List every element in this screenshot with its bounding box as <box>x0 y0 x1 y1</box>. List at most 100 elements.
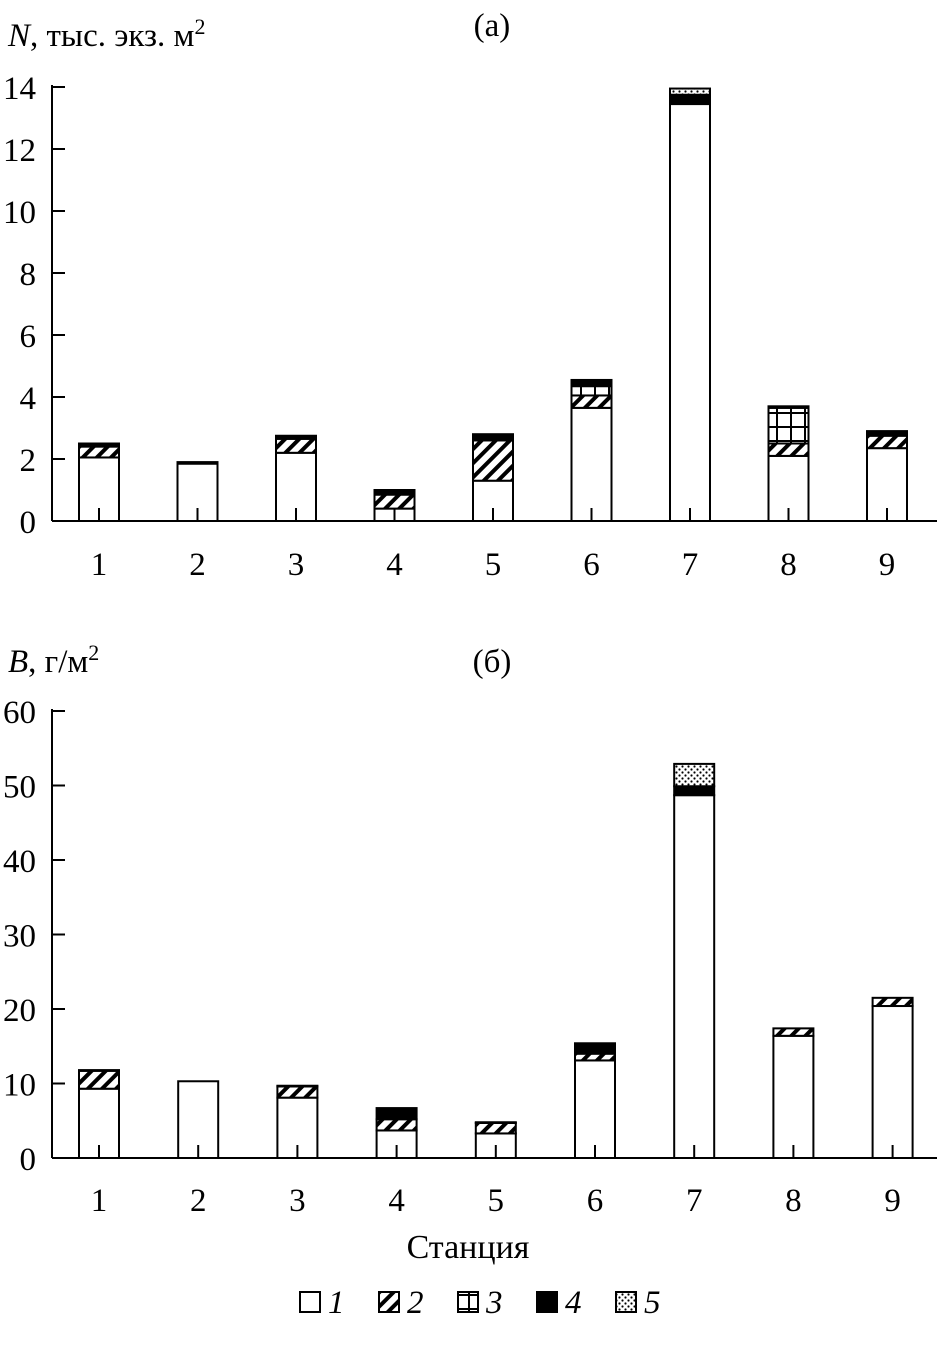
x-tick-label: 6 <box>587 1183 604 1219</box>
bar-segment-series-4 <box>866 430 908 437</box>
x-tick-label: 6 <box>583 547 600 583</box>
x-tick-label: 2 <box>190 1183 207 1219</box>
legend-swatch-1 <box>299 1291 321 1313</box>
bar-segment-series-2 <box>373 493 416 510</box>
x-tick-label: 5 <box>488 1183 505 1219</box>
y-axis-unit-sup-b: 2 <box>88 640 99 665</box>
y-ticks-a: 0 2 4 6 8 10 12 14 <box>3 71 65 541</box>
legend-swatch-5 <box>615 1291 637 1313</box>
bar-segment-series-1 <box>669 103 711 523</box>
x-tick-label: 7 <box>686 1183 703 1219</box>
bar-segment-series-4 <box>570 378 613 388</box>
panel-label-b: (б) <box>473 644 512 680</box>
y-ticks-b: 0 10 20 30 40 50 60 <box>3 695 65 1178</box>
bar-segment-series-4 <box>375 1107 418 1121</box>
bar-segment-series-2 <box>78 445 120 459</box>
y-axis-label-b: B, г/м2 <box>8 640 99 680</box>
y-tick-label: 12 <box>3 133 36 169</box>
x-tick-label: 7 <box>682 547 699 583</box>
bar-segment-series-2 <box>574 1052 616 1062</box>
bar-segment-series-4 <box>275 434 317 440</box>
bar-segment-series-1 <box>772 1034 815 1159</box>
x-ticks-b: 1 2 3 4 5 6 7 8 9 <box>91 1145 901 1219</box>
y-tick-label: 40 <box>3 844 36 880</box>
legend-swatch-3 <box>457 1291 479 1313</box>
x-tick-label: 8 <box>780 547 797 583</box>
bar-segment-series-2 <box>772 1027 815 1037</box>
x-tick-label: 9 <box>884 1183 901 1219</box>
bar-segment-series-2 <box>375 1118 418 1132</box>
bar-segment-series-2 <box>767 442 810 457</box>
bar-segment-series-4 <box>276 1084 319 1088</box>
bar-segment-series-2 <box>78 1069 120 1090</box>
legend: 1 2 3 4 5 <box>299 1285 661 1321</box>
legend-label-4: 4 <box>565 1285 582 1321</box>
y-axis-label-a: N, тыс. экз. м2 <box>7 14 205 54</box>
legend-label-1: 1 <box>328 1285 345 1321</box>
legend-label-5: 5 <box>644 1285 661 1321</box>
bar-segment-series-1 <box>574 1059 616 1160</box>
bar-segment-series-4 <box>176 461 219 465</box>
bars-a <box>78 87 908 523</box>
y-tick-label: 0 <box>20 1142 37 1178</box>
bars-b <box>78 762 914 1160</box>
bar-segment-series-4 <box>669 93 711 106</box>
bar-segment-series-5 <box>673 762 716 788</box>
y-axis-unit-a: , тыс. экз. м <box>30 18 195 54</box>
y-tick-label: 20 <box>3 993 36 1029</box>
bar-segment-series-2 <box>276 1085 319 1099</box>
x-tick-label: 2 <box>189 547 206 583</box>
legend-swatch-4 <box>536 1291 558 1313</box>
bar-segment-series-1 <box>871 1005 914 1160</box>
y-axis-symbol-b: B <box>8 644 28 680</box>
y-tick-label: 6 <box>20 319 37 355</box>
y-tick-label: 10 <box>3 1068 36 1104</box>
bar-segment-series-4 <box>373 489 416 496</box>
bar-segment-series-2 <box>474 1121 517 1135</box>
y-axis-unit-sup-a: 2 <box>194 14 205 39</box>
x-axis-title: Станция <box>407 1229 530 1266</box>
bar-segment-series-1 <box>570 406 613 523</box>
legend-label-3: 3 <box>485 1285 503 1321</box>
legend-swatch-2 <box>378 1291 400 1313</box>
y-tick-label: 60 <box>3 695 36 731</box>
panel-label-a: (a) <box>474 8 511 44</box>
y-tick-label: 50 <box>3 770 36 806</box>
y-tick-label: 14 <box>3 71 36 107</box>
y-tick-label: 30 <box>3 919 36 955</box>
bar-segment-series-2 <box>570 394 613 409</box>
x-tick-label: 5 <box>485 547 502 583</box>
bar-segment-series-4 <box>767 405 810 409</box>
x-tick-label: 8 <box>785 1183 802 1219</box>
y-tick-label: 2 <box>20 443 37 479</box>
x-tick-label: 3 <box>289 1183 306 1219</box>
bar-segment-series-4 <box>474 1121 517 1124</box>
x-tick-label: 9 <box>879 547 896 583</box>
y-axis-symbol-a: N <box>7 18 32 54</box>
y-axis-unit-b: , г/м <box>28 644 88 680</box>
bar-segment-series-4 <box>78 1069 120 1072</box>
bar-segment-series-2 <box>472 439 514 482</box>
bar-segment-series-2 <box>275 437 317 454</box>
x-ticks-a: 1 2 3 4 5 6 7 8 9 <box>91 508 896 583</box>
x-tick-label: 4 <box>386 547 403 583</box>
x-tick-label: 3 <box>288 547 305 583</box>
bar-segment-series-1 <box>673 794 716 1159</box>
bar-segment-series-3 <box>767 406 810 445</box>
bar-segment-series-4 <box>673 785 716 797</box>
x-tick-label: 1 <box>91 1183 108 1219</box>
bar-segment-series-2 <box>871 996 914 1008</box>
bar-segment-series-2 <box>866 434 908 450</box>
bar-segment-series-5 <box>669 87 711 96</box>
legend-label-2: 2 <box>407 1285 424 1321</box>
y-tick-label: 10 <box>3 195 36 231</box>
y-tick-label: 0 <box>20 505 37 541</box>
x-tick-label: 1 <box>91 547 108 583</box>
x-tick-label: 4 <box>388 1183 405 1219</box>
y-tick-label: 4 <box>20 381 37 417</box>
bar-segment-series-4 <box>574 1042 616 1055</box>
bar-segment-series-4 <box>472 433 514 442</box>
